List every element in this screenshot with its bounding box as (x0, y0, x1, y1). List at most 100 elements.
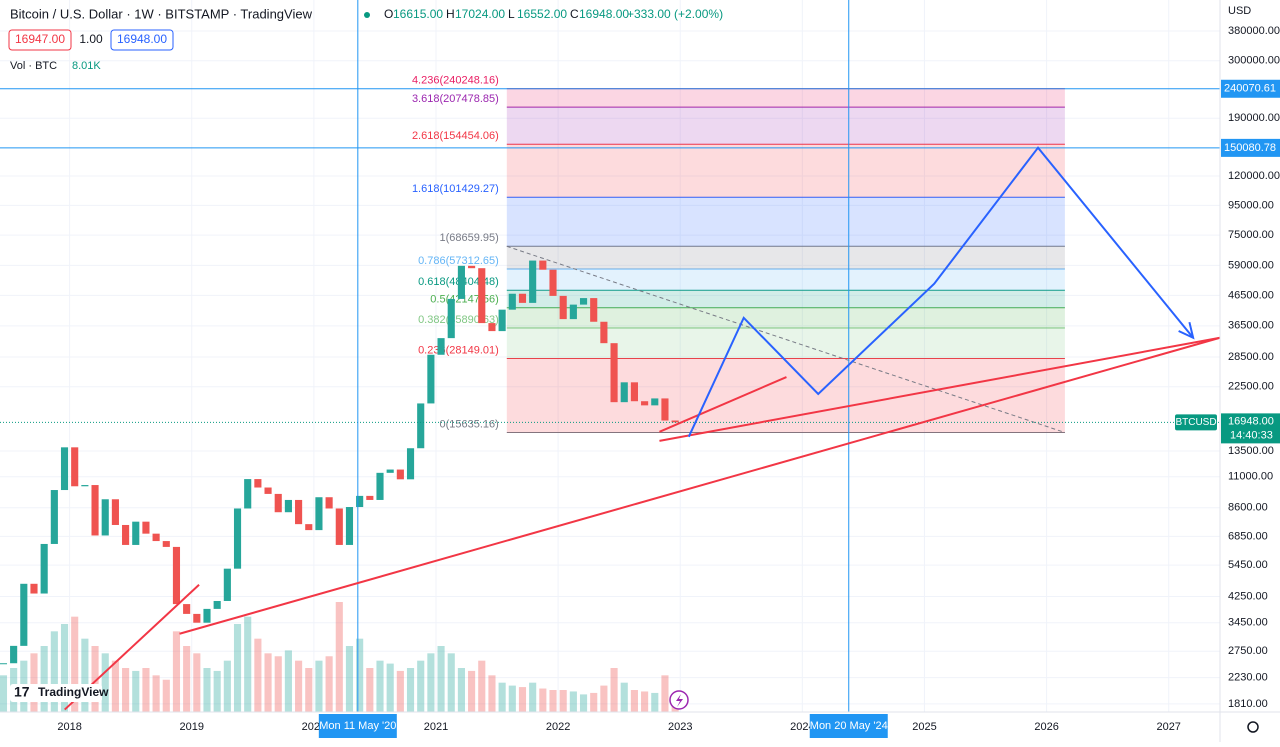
candle-body (579, 298, 588, 305)
volume-bar (549, 690, 557, 712)
time-label-box (809, 714, 888, 738)
candle-body (284, 499, 292, 513)
volume-bar (274, 656, 282, 712)
candle-body (508, 293, 516, 310)
volume-bar (641, 691, 649, 712)
candle-body (427, 354, 435, 404)
fib-band (506, 307, 1065, 328)
candle-body (122, 524, 130, 545)
candle-body (447, 298, 455, 339)
candle-body (437, 338, 445, 355)
y-tick-label: 8600.00 (1228, 502, 1268, 514)
candle-body (325, 497, 333, 509)
volume-bar (111, 660, 119, 712)
symbol-title: Bitcoin / U.S. Dollar · 1W · BITSTAMP · … (10, 6, 313, 21)
candle-body (10, 645, 18, 664)
x-tick-label: 2018 (57, 721, 81, 733)
volume-bar (508, 685, 516, 712)
candle-body (488, 323, 496, 332)
candle-body (569, 304, 577, 320)
bid-box[interactable] (8, 29, 72, 51)
candle-body (600, 321, 608, 344)
price-label: 240070.61 (1224, 83, 1276, 95)
y-tick-label: 380000.00 (1228, 25, 1280, 37)
candle-body (518, 293, 527, 303)
volume-bar (569, 691, 577, 712)
candle-body (417, 403, 425, 449)
arrow-head (1178, 321, 1195, 340)
fib-label: 4.236(240248.16) (412, 75, 499, 87)
candle-body (132, 521, 140, 545)
logo-mark: 17 (14, 684, 30, 700)
time-axis (0, 712, 1280, 742)
fib-label: 0.236(28149.01) (418, 344, 499, 356)
ask-box[interactable] (110, 29, 174, 51)
candle-body (254, 479, 262, 488)
volume-bar (233, 624, 242, 712)
candle-body (223, 568, 231, 601)
volume-bar (447, 653, 455, 712)
candle-body (233, 508, 242, 569)
ohlc-value: 16615.00 (393, 7, 443, 21)
candle-body (213, 600, 221, 609)
logo-box (10, 684, 102, 702)
candle-body (671, 420, 679, 423)
x-tick-label: 2022 (546, 721, 570, 733)
volume-bar (651, 692, 659, 712)
candle-body (539, 260, 547, 270)
volume-bar (81, 638, 89, 712)
volume-bar (284, 650, 292, 712)
candle-body (376, 472, 384, 500)
projection-path (687, 146, 1194, 438)
volume-bar (590, 692, 598, 712)
volume-bar (620, 682, 628, 712)
candle-body (274, 493, 282, 513)
candle-body (203, 608, 211, 623)
bid: 16947.00 (15, 32, 65, 46)
candle-body (468, 265, 476, 269)
last-price-label: 16948.00 (1228, 415, 1274, 427)
candle-body (386, 469, 394, 473)
candle-body (71, 447, 79, 487)
candle-body (305, 524, 313, 531)
volume-bar (203, 668, 211, 712)
candle-body (478, 268, 486, 324)
candle-body (101, 499, 109, 536)
candle-body (30, 583, 38, 594)
volume-bar (600, 685, 608, 712)
candle-body (396, 469, 404, 480)
volume-bar (40, 646, 48, 712)
candle-body (142, 521, 150, 534)
y-tick-label: 95000.00 (1228, 199, 1274, 211)
fib-label: 1.618(101429.27) (412, 183, 499, 195)
volume-bar (661, 675, 669, 712)
ask: 16948.00 (117, 32, 167, 46)
candle-body (641, 401, 649, 406)
last-price-box (1221, 413, 1280, 444)
y-tick-label: 59000.00 (1228, 259, 1274, 271)
fib-band (506, 358, 1065, 433)
fib-label: 1(68659.95) (439, 232, 498, 244)
volume-bar (478, 660, 486, 712)
ohlc-key: H (446, 7, 455, 21)
volume-bar (488, 675, 496, 712)
fib-label: 0(15635.16) (439, 418, 498, 430)
lightning (676, 694, 683, 707)
candle-body (91, 485, 99, 536)
ohlc-value: 16948.00 (579, 7, 629, 21)
candle-body (406, 448, 415, 480)
volume-label: Vol · BTC (10, 60, 57, 72)
candle-body (610, 343, 618, 403)
fib-band (506, 269, 1065, 291)
fib-band (506, 107, 1065, 145)
price-label-box (1221, 138, 1280, 157)
candle-body (20, 583, 28, 646)
price-label: 150080.78 (1224, 142, 1276, 154)
x-tick-label: 2021 (424, 721, 448, 733)
candle-body (457, 265, 465, 299)
symbol-label: BTCUSD (1175, 417, 1216, 428)
settings-icon[interactable] (1247, 721, 1259, 733)
candle-body (549, 269, 557, 296)
ohlc-value: 16552.00 (517, 7, 567, 21)
volume-bar (345, 646, 354, 712)
